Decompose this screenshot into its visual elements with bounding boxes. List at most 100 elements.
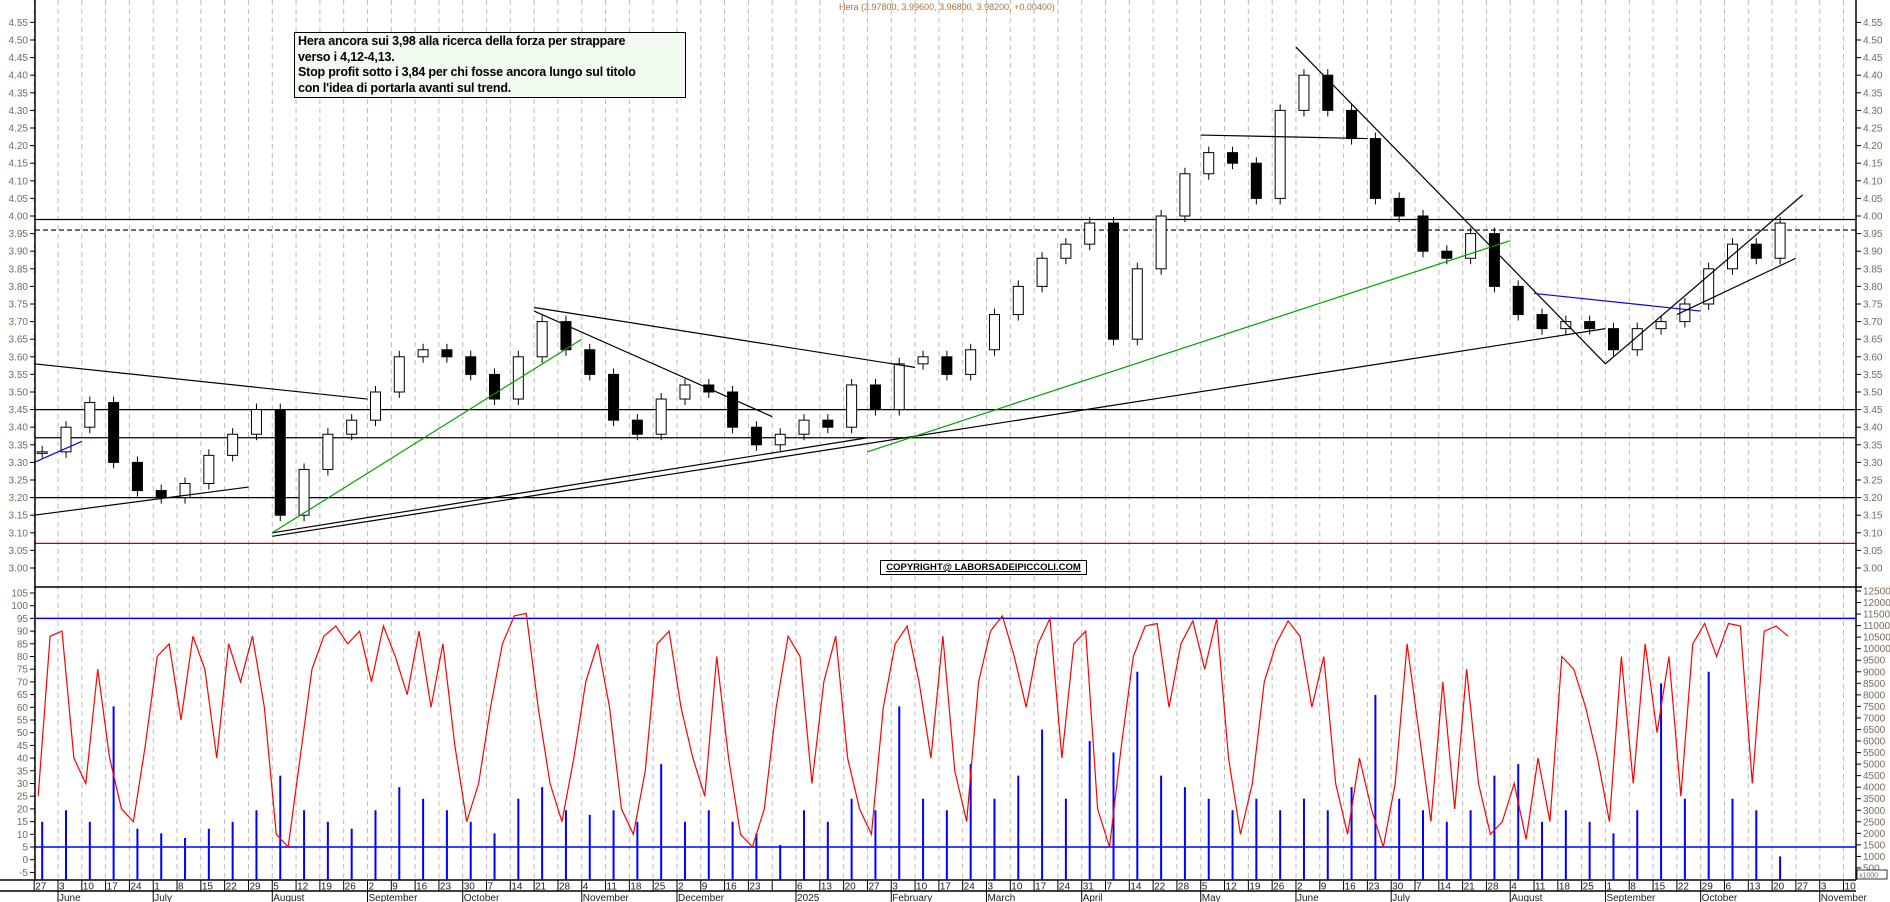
price-tick-label: 3.30 — [1863, 458, 1883, 469]
date-tick-label: 14 — [1130, 882, 1142, 893]
volume-tick-label: 8500 — [1863, 679, 1886, 690]
oscillator-tick-label: 85 — [17, 639, 29, 650]
date-tick-label: 3 — [892, 882, 898, 893]
candle — [655, 398, 667, 435]
candle — [60, 426, 72, 453]
date-tick-label: 17 — [107, 882, 119, 893]
date-tick-label: 1 — [154, 882, 160, 893]
candle — [869, 384, 881, 411]
oscillator-tick-label: 75 — [17, 665, 29, 676]
oscillator-tick-label: 15 — [17, 817, 29, 828]
date-tick-label: 14 — [1440, 882, 1452, 893]
date-tick-label: 24 — [964, 882, 976, 893]
volume-tick-label: 3000 — [1863, 806, 1886, 817]
price-tick-label: 4.10 — [1863, 176, 1883, 187]
month-label: July — [154, 893, 172, 902]
price-tick-label: 3.00 — [1863, 564, 1883, 575]
date-tick-label: 16 — [726, 882, 738, 893]
date-tick-label: 16 — [416, 882, 428, 893]
price-tick-label: 4.15 — [1863, 159, 1883, 170]
oscillator-tick-label: 5 — [22, 843, 28, 854]
candle — [1655, 321, 1667, 330]
date-tick-label: 18 — [1559, 882, 1571, 893]
candle — [1203, 152, 1215, 175]
trendline — [534, 306, 916, 368]
date-tick-label: 2 — [368, 882, 374, 893]
date-tick-label: 10 — [83, 882, 95, 893]
price-tick-label: 3.05 — [9, 546, 29, 557]
price-tick-label: 3.40 — [9, 423, 29, 434]
candle — [679, 384, 691, 400]
volume-tick-label: 11000 — [1863, 621, 1890, 632]
price-tick-label: 4.55 — [1863, 18, 1883, 29]
date-tick-label: 4 — [1511, 882, 1517, 893]
volume-tick-label: 7000 — [1863, 713, 1886, 724]
date-tick-label: 2 — [1297, 882, 1303, 893]
price-tick-label: 3.50 — [9, 388, 29, 399]
date-tick-label: 2 — [678, 882, 684, 893]
month-label: September — [1606, 893, 1656, 902]
date-tick-label: 11 — [607, 882, 618, 893]
candle — [988, 314, 1000, 351]
candle — [1155, 215, 1167, 270]
candle — [465, 356, 477, 375]
date-tick-label: 17 — [1035, 882, 1047, 893]
candle — [346, 419, 358, 435]
date-tick-label: 5 — [273, 882, 279, 893]
date-tick-label: 29 — [1702, 882, 1714, 893]
volume-tick-label: 6000 — [1863, 737, 1886, 748]
volume-unit-label: x1000 — [1859, 873, 1878, 880]
oscillator-tick-label: 70 — [17, 677, 29, 688]
candle — [250, 409, 262, 435]
month-label: December — [678, 893, 725, 902]
price-tick-label: 3.60 — [1863, 352, 1883, 363]
month-label: November — [583, 893, 630, 902]
volume-tick-label: 11500 — [1863, 610, 1890, 621]
date-tick-label: 25 — [654, 882, 666, 893]
price-tick-label: 4.00 — [9, 212, 29, 223]
oscillator-tick-label: 80 — [17, 652, 29, 663]
price-tick-label: 3.70 — [9, 317, 29, 328]
price-tick-label: 4.45 — [1863, 53, 1883, 64]
price-tick-label: 3.90 — [9, 247, 29, 258]
volume-tick-label: 10000 — [1863, 644, 1890, 655]
date-tick-label: 9 — [1321, 882, 1327, 893]
price-tick-label: 3.85 — [9, 264, 29, 275]
month-label: August — [273, 893, 304, 902]
oscillator-tick-label: 60 — [17, 703, 29, 714]
candle — [1131, 268, 1143, 340]
date-tick-label: 17 — [940, 882, 952, 893]
volume-tick-label: 500 — [1863, 863, 1880, 874]
candle — [1726, 243, 1738, 270]
price-tick-label: 3.45 — [1863, 405, 1883, 416]
date-tick-label: 6 — [1725, 882, 1731, 893]
price-tick-label: 3.80 — [1863, 282, 1883, 293]
note-line: verso i 4,12-4,13. — [298, 49, 395, 64]
price-tick-label: 4.50 — [9, 36, 29, 47]
date-tick-label: 9 — [392, 882, 398, 893]
date-tick-label: 24 — [130, 882, 142, 893]
volume-tick-label: 2500 — [1863, 817, 1886, 828]
candle — [893, 363, 905, 411]
price-tick-label: 3.55 — [9, 370, 29, 381]
candle — [1584, 321, 1596, 330]
price-tick-label: 3.55 — [1863, 370, 1883, 381]
oscillator-tick-label: 100 — [11, 601, 28, 612]
candle — [1036, 257, 1048, 287]
oscillator-tick-label: 105 — [11, 589, 28, 600]
date-tick-label: 29 — [249, 882, 261, 893]
price-tick-label: 3.85 — [1863, 264, 1883, 275]
candle — [1465, 233, 1477, 259]
price-tick-label: 3.65 — [1863, 335, 1883, 346]
candle — [1322, 74, 1334, 111]
price-tick-label: 4.40 — [9, 71, 29, 82]
candle — [1179, 173, 1191, 217]
candle — [155, 490, 167, 499]
date-tick-label: 23 — [440, 882, 452, 893]
candle — [512, 356, 524, 400]
oscillator-tick-label: 0 — [22, 855, 28, 866]
candle — [1393, 197, 1405, 217]
date-tick-label: 6 — [797, 882, 803, 893]
date-tick-label: 8 — [178, 882, 184, 893]
oscillator-tick-label: -5 — [19, 868, 28, 879]
